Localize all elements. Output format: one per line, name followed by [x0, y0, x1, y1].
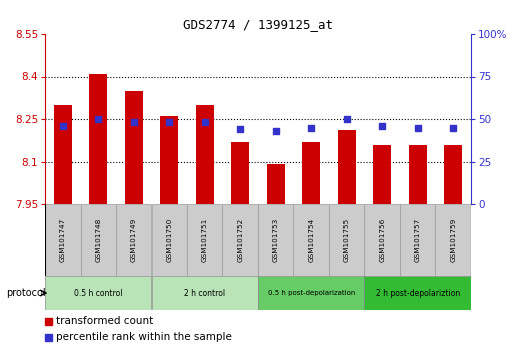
- Text: GSM101755: GSM101755: [344, 218, 350, 262]
- Bar: [196, 105, 213, 204]
- Bar: [258, 276, 365, 310]
- Point: [201, 120, 209, 125]
- Bar: [45, 318, 52, 325]
- Text: GSM101752: GSM101752: [237, 218, 243, 262]
- Point: [94, 116, 103, 122]
- Text: protocol: protocol: [6, 288, 46, 298]
- Text: GSM101750: GSM101750: [166, 218, 172, 262]
- Bar: [365, 276, 471, 310]
- Bar: [151, 204, 187, 276]
- Text: percentile rank within the sample: percentile rank within the sample: [56, 332, 232, 343]
- Bar: [187, 204, 223, 276]
- Bar: [329, 204, 365, 276]
- Bar: [400, 204, 436, 276]
- Bar: [151, 276, 258, 310]
- Text: GSM101747: GSM101747: [60, 218, 66, 262]
- Bar: [45, 204, 81, 276]
- Bar: [338, 130, 356, 204]
- Bar: [258, 204, 293, 276]
- Bar: [293, 204, 329, 276]
- Bar: [302, 142, 320, 204]
- Bar: [267, 164, 285, 204]
- Text: GSM101759: GSM101759: [450, 218, 456, 262]
- Bar: [223, 204, 258, 276]
- Text: 2 h control: 2 h control: [184, 289, 225, 297]
- Text: 2 h post-depolariztion: 2 h post-depolariztion: [376, 289, 460, 297]
- Point: [165, 120, 173, 125]
- Point: [378, 123, 386, 129]
- Text: GSM101756: GSM101756: [379, 218, 385, 262]
- Bar: [161, 116, 178, 204]
- Text: GSM101748: GSM101748: [95, 218, 101, 262]
- Text: GSM101749: GSM101749: [131, 218, 137, 262]
- Text: 0.5 h control: 0.5 h control: [74, 289, 123, 297]
- Point: [58, 123, 67, 129]
- Bar: [365, 204, 400, 276]
- Text: GSM101753: GSM101753: [273, 218, 279, 262]
- Point: [130, 120, 138, 125]
- Bar: [116, 204, 151, 276]
- Point: [307, 125, 315, 130]
- Point: [272, 128, 280, 134]
- Bar: [89, 74, 107, 204]
- Point: [413, 125, 422, 130]
- Bar: [45, 276, 151, 310]
- Title: GDS2774 / 1399125_at: GDS2774 / 1399125_at: [183, 18, 333, 32]
- Point: [236, 126, 244, 132]
- Bar: [125, 91, 143, 204]
- Bar: [409, 144, 427, 204]
- Text: GSM101751: GSM101751: [202, 218, 208, 262]
- Text: transformed count: transformed count: [56, 316, 153, 326]
- Bar: [45, 334, 52, 341]
- Text: GSM101757: GSM101757: [415, 218, 421, 262]
- Point: [449, 125, 458, 130]
- Bar: [436, 204, 471, 276]
- Bar: [231, 142, 249, 204]
- Bar: [54, 105, 72, 204]
- Bar: [81, 204, 116, 276]
- Bar: [444, 144, 462, 204]
- Text: 0.5 h post-depolarization: 0.5 h post-depolarization: [268, 290, 355, 296]
- Point: [343, 116, 351, 122]
- Text: GSM101754: GSM101754: [308, 218, 314, 262]
- Bar: [373, 144, 391, 204]
